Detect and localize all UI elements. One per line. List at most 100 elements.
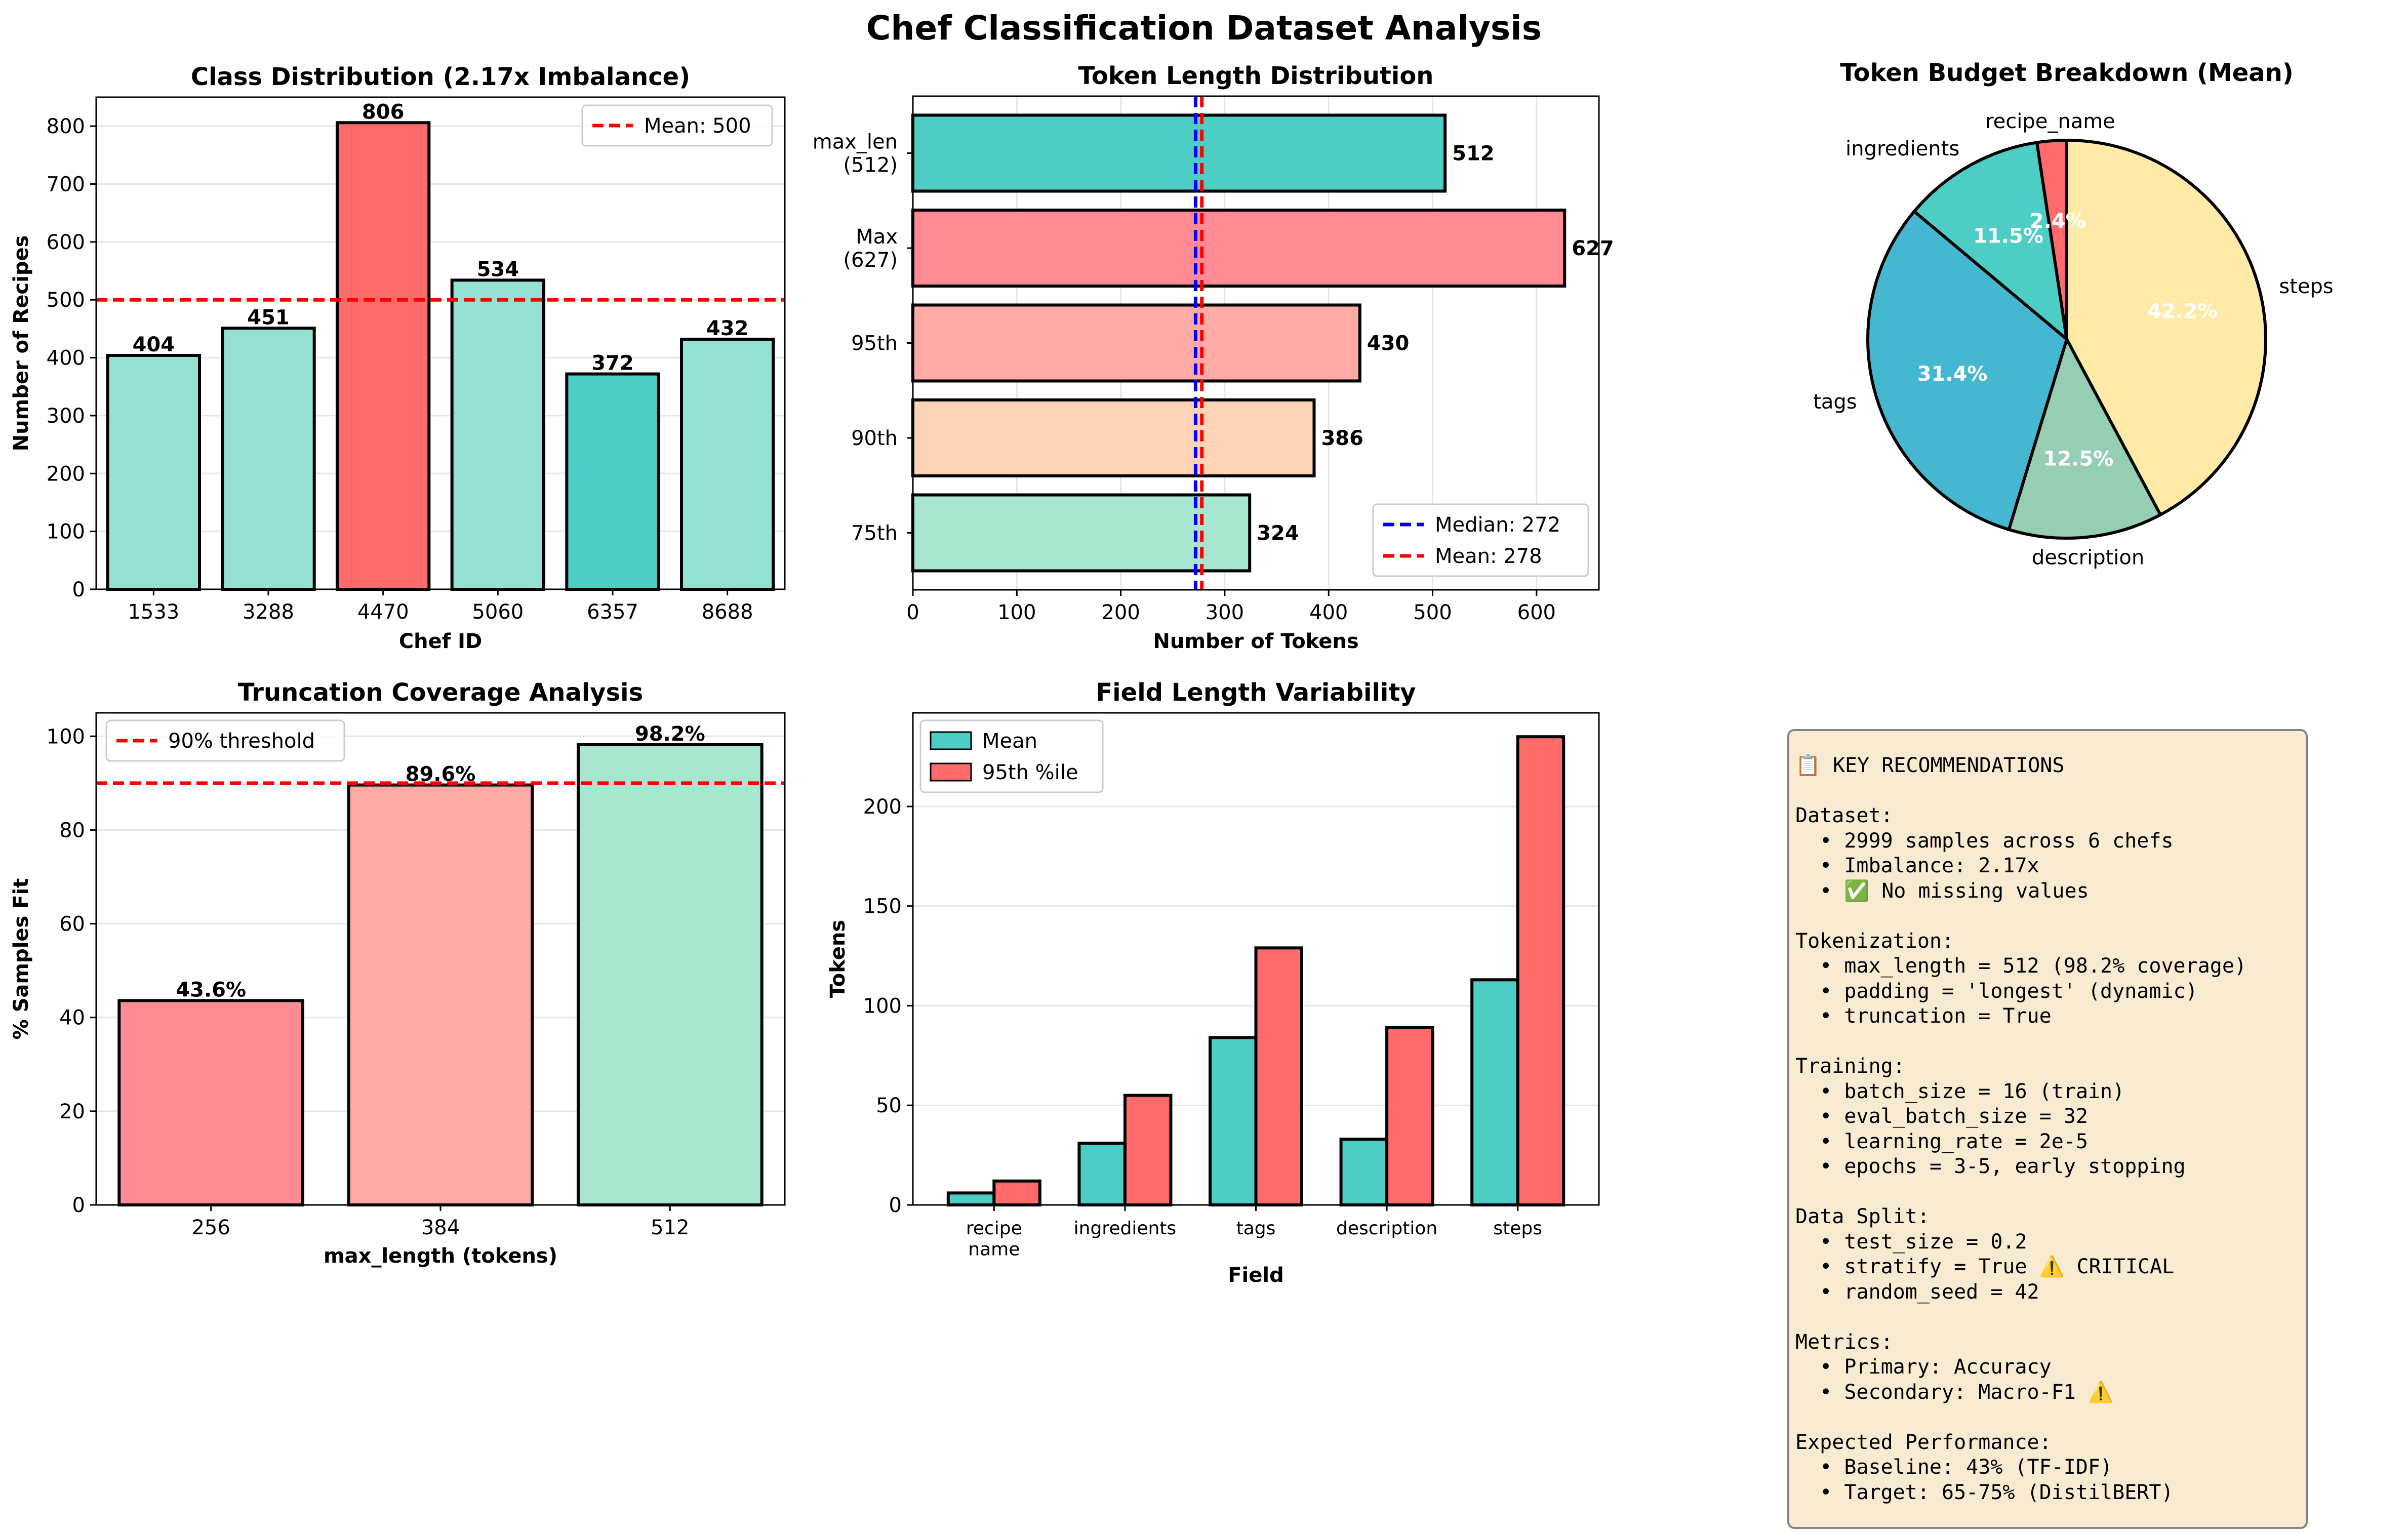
figure-title: Chef Classification Dataset Analysis	[866, 9, 1542, 48]
class_distribution-bar-3	[450, 278, 546, 591]
token_budget-pct-label-0: 42.2%	[2147, 300, 2218, 323]
token_length-value-label-2: 430	[1367, 332, 1410, 355]
class_distribution-ytick-label-8: 800	[47, 115, 85, 138]
truncation_coverage-axes-frame	[95, 712, 786, 1206]
token-length-legend-frame	[1372, 503, 1589, 577]
token_budget-slice-4	[2035, 138, 2068, 340]
token_length-bar-1	[911, 209, 1567, 288]
field_variability-ytick-label-0: 0	[889, 1194, 902, 1217]
class-distribution-legend-label-0: Mean: 500	[644, 114, 751, 138]
truncation_coverage-bar-2	[577, 743, 764, 1207]
token_length-chart: 0 100 200 300 400 500 600 512 max_len (512) 627 Max…	[813, 62, 1614, 653]
field_variability-bar-0-2	[1208, 1036, 1258, 1207]
token_length-xtick-label-0: 0	[906, 601, 919, 624]
token_length-ytick-label-2: 95th	[851, 332, 898, 355]
token_length-bar-3	[911, 398, 1316, 477]
truncation_coverage-ytick-label-0: 0	[72, 1194, 85, 1217]
token-length-legend-label-0: Median: 272	[1435, 513, 1560, 537]
class_distribution-ytick-label-1: 100	[47, 520, 85, 544]
class_distribution-value-label-2: 806	[362, 100, 405, 124]
token_budget-pct-label-1: 12.5%	[2043, 448, 2114, 471]
token_budget-pct-label-2: 31.4%	[1917, 362, 1988, 386]
token-length-legend: Median: 272 Mean: 278	[1372, 503, 1589, 577]
field_variability-bar-1-2	[1254, 946, 1304, 1207]
token_length-ytick-label-3: 90th	[851, 427, 898, 450]
class_distribution-xtick-label-5: 8688	[702, 600, 753, 624]
recommendations-text: 📋 KEY RECOMMENDATIONS Dataset: • 2999 sa…	[1795, 754, 2247, 1504]
field_variability-bar-1-1	[1123, 1094, 1173, 1206]
class_distribution-value-label-5: 432	[706, 317, 749, 340]
class_distribution-value-label-0: 404	[133, 333, 175, 356]
class_distribution-ytick-label-4: 400	[47, 347, 85, 370]
token_length-bar-4	[911, 493, 1252, 573]
token_budget-label-1: description	[2032, 546, 2144, 569]
truncation-legend-label-0: 90% threshold	[168, 730, 315, 753]
field_variability-title: Field Length Variability	[1096, 678, 1416, 707]
token_budget-label-4: recipe_name	[1985, 110, 2115, 133]
field_variability-bar-1-4	[1516, 735, 1566, 1206]
token_budget-label-3: ingredients	[1845, 137, 1959, 160]
token_budget-pct-label-4: 2.4%	[2030, 210, 2086, 233]
token_length-ytick-label-0: max_len (512)	[813, 131, 898, 177]
truncation-legend-frame	[105, 719, 345, 762]
truncation_coverage-xtick-label-1: 384	[421, 1216, 460, 1239]
token_length-value-label-3: 386	[1321, 427, 1363, 450]
truncation-legend: 90% threshold	[105, 719, 345, 762]
truncation_coverage-xtick-label-2: 512	[651, 1216, 689, 1239]
token_length-value-label-4: 324	[1257, 522, 1299, 545]
class_distribution-ytick-label-7: 700	[47, 173, 85, 196]
field_variability-xtick-label-0: recipe name	[966, 1218, 1022, 1260]
token_length-xtick-label-1: 100	[997, 601, 1036, 624]
field-variability-legend-swatch-1	[930, 762, 972, 782]
class_distribution-xtick-label-0: 1533	[128, 600, 179, 624]
truncation_coverage-title: Truncation Coverage Analysis	[238, 678, 643, 707]
class_distribution-bar-0	[106, 354, 201, 591]
field_variability-ylabel: Tokens	[826, 920, 850, 998]
field_variability-axes-frame	[912, 712, 1600, 1206]
class_distribution-bar-5	[680, 337, 775, 591]
token_length-xlabel: Number of Tokens	[1153, 630, 1358, 653]
truncation_coverage-xtick-label-0: 256	[191, 1216, 230, 1239]
class_distribution-xtick-label-1: 3288	[243, 600, 294, 624]
token_length-xtick-label-5: 500	[1413, 601, 1452, 624]
truncation_coverage-ytick-label-1: 20	[59, 1100, 85, 1123]
truncation_coverage-ytick-label-3: 60	[59, 913, 85, 936]
field_variability-xtick-label-1: ingredients	[1074, 1218, 1177, 1239]
token_length-bar-0	[911, 113, 1447, 193]
token_length-bar-2	[911, 303, 1361, 383]
token_length-xtick-label-2: 200	[1101, 601, 1140, 624]
truncation_coverage-ytick-label-5: 100	[47, 725, 85, 748]
field_variability-bar-0-4	[1470, 978, 1519, 1206]
truncation_coverage-xlabel: max_length (tokens)	[324, 1244, 557, 1268]
class_distribution-ytick-label-3: 300	[47, 405, 85, 428]
field_variability-chart: 0 50 100 150 200 recipe name ingredients tags des…	[826, 678, 1600, 1287]
truncation_coverage-ylabel: % Samples Fit	[10, 878, 33, 1040]
class_distribution-bar-1	[221, 327, 316, 591]
class_distribution-xlabel: Chef ID	[399, 630, 482, 653]
truncation_coverage-value-label-2: 98.2%	[635, 722, 705, 746]
token_length-value-label-1: 627	[1572, 237, 1614, 260]
token_length-xtick-label-4: 400	[1309, 601, 1348, 624]
token_length-xtick-label-3: 300	[1206, 601, 1244, 624]
truncation_coverage-bar-0	[117, 999, 304, 1206]
class_distribution-bar-4	[565, 372, 660, 591]
field_variability-bar-0-0	[946, 1191, 996, 1207]
field_variability-bar-1-0	[992, 1179, 1041, 1207]
token_length-axes-frame	[912, 95, 1600, 591]
token_length-ytick-label-1: Max (627)	[843, 225, 898, 272]
truncation_coverage-ytick-label-2: 40	[59, 1006, 85, 1030]
class_distribution-ytick-label-0: 0	[72, 578, 85, 601]
truncation_coverage-ytick-label-4: 80	[59, 819, 85, 842]
field_variability-xtick-label-3: description	[1336, 1218, 1437, 1239]
token_budget-title: Token Budget Breakdown (Mean)	[1840, 59, 2294, 87]
class_distribution-chart: 0 100 200 300 400 500 600 700 800 404 451 806 534 372…	[10, 63, 786, 653]
field_variability-ytick-label-4: 200	[863, 795, 902, 819]
token-length-legend-label-1: Mean: 278	[1435, 545, 1542, 568]
field-variability-legend: Mean 95th %ile	[919, 719, 1104, 793]
class-distribution-legend: Mean: 500	[581, 104, 773, 147]
token_budget-pct-label-3: 11.5%	[1973, 224, 2043, 248]
field-variability-legend-label-0: Mean	[982, 730, 1037, 753]
token_budget-label-0: steps	[2279, 275, 2333, 298]
class_distribution-value-label-4: 372	[591, 352, 634, 375]
